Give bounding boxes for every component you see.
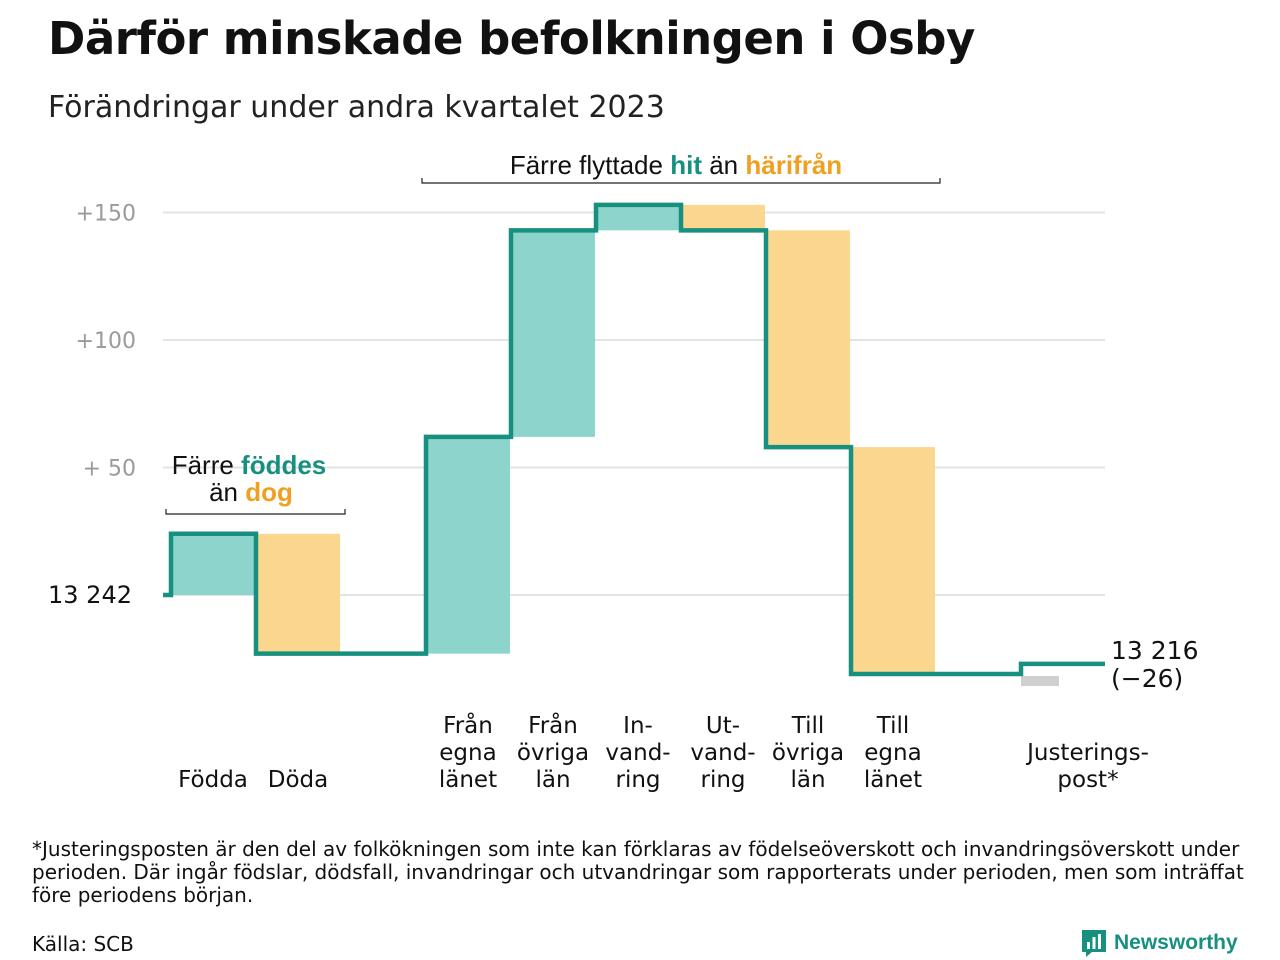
category-label: Från [528, 711, 578, 739]
annotation-bracket [165, 509, 346, 515]
category-label: Justerings- [1025, 740, 1149, 766]
category-label: egna [439, 740, 496, 766]
category-label: ring [700, 767, 745, 793]
category-label: övriga [772, 740, 844, 766]
migration-annotation: Färre flyttade hit än härifrån [510, 150, 842, 180]
bar [766, 230, 850, 448]
end-value-label: 13 216 [1111, 636, 1198, 665]
bar [851, 447, 935, 675]
footnote: *Justeringsposten är den del av folkökni… [32, 837, 1244, 907]
category-label: Till [791, 713, 825, 739]
category-label: Födda [178, 767, 248, 793]
brand-name: Newsworthy [1114, 931, 1238, 954]
y-tick-label: +150 [76, 202, 136, 227]
category-label: Ut- [706, 713, 740, 739]
annotation-part: hit [670, 150, 702, 180]
category-label: Från [443, 711, 493, 739]
chart-subtitle: Förändringar under andra kvartalet 2023 [48, 90, 665, 125]
category-label: län [535, 767, 570, 793]
annotation-part: härifrån [745, 150, 842, 180]
bar [511, 230, 595, 437]
category-label: länet [864, 767, 922, 793]
annotation-part: Färre flyttade [510, 150, 670, 180]
category-label: Döda [268, 767, 328, 793]
bar [1021, 676, 1059, 687]
category-label: vand- [605, 740, 670, 766]
annotation-part: än [209, 477, 245, 507]
end-value-label: (−26) [1111, 664, 1183, 693]
start-value-label: 13 242 [48, 581, 132, 609]
category-label: ring [615, 767, 660, 793]
y-tick-label: + 50 [83, 457, 136, 482]
y-tick-label: +100 [76, 329, 136, 354]
annotation-part: än [702, 150, 745, 180]
annotation-part: Färre [172, 450, 241, 480]
annotation-bracket [421, 178, 941, 184]
bar [596, 204, 680, 231]
births-deaths-annotation: än dog [209, 477, 293, 507]
category-label: övriga [517, 740, 589, 766]
category-label: In- [623, 713, 653, 739]
bar [426, 436, 510, 654]
annotation-part: dog [245, 477, 293, 507]
bar-chart-icon [1082, 930, 1106, 957]
chart-title: Därför minskade befolkningen i Osby [48, 12, 975, 65]
bar [681, 204, 765, 231]
source-credit: Källa: SCB [32, 932, 134, 956]
bar [171, 533, 255, 595]
category-label: egna [864, 740, 921, 766]
category-label: län [790, 767, 825, 793]
annotation-part: föddes [241, 450, 326, 480]
category-label: Till [876, 713, 910, 739]
bar [256, 533, 340, 654]
births-deaths-annotation: Färre föddes [172, 450, 327, 480]
category-label: post* [1057, 767, 1118, 793]
brand-logo: Newsworthy [1080, 928, 1238, 958]
waterfall-line [163, 202, 1105, 677]
category-label: länet [439, 767, 497, 793]
category-label: vand- [690, 740, 755, 766]
